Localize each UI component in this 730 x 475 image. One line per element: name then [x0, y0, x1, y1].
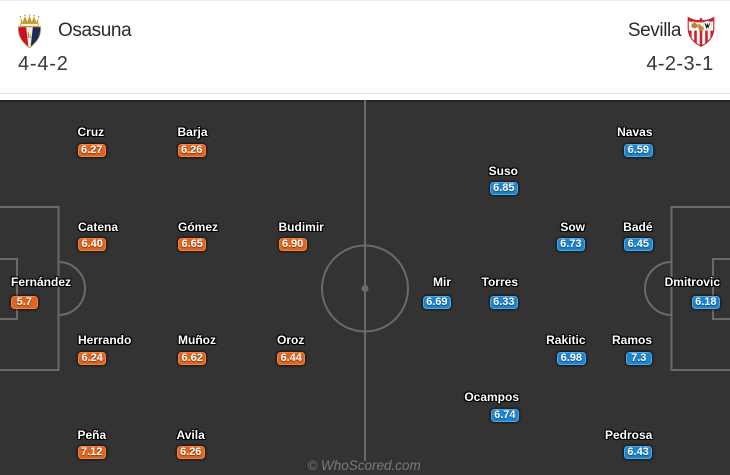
svg-text:k: k: [27, 31, 32, 40]
